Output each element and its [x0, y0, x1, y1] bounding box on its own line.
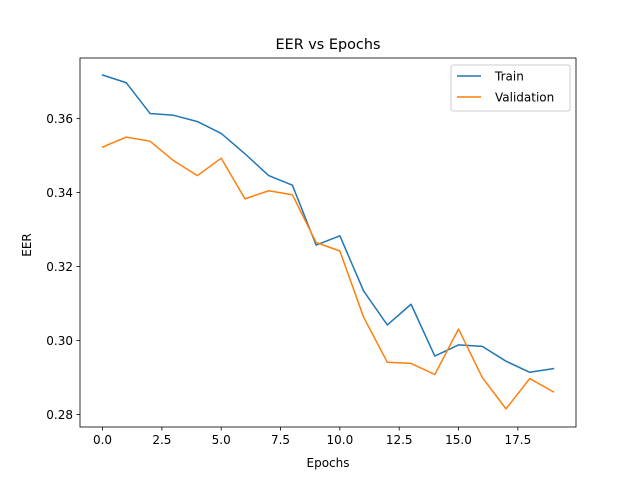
x-tick-label: 2.5	[152, 433, 171, 447]
chart-title: EER vs Epochs	[276, 37, 381, 53]
x-tick-label: 5.0	[212, 433, 231, 447]
x-tick-label: 0.0	[93, 433, 112, 447]
legend-label-validation: Validation	[495, 91, 554, 105]
x-tick-label: 15.0	[445, 433, 472, 447]
y-tick-label: 0.32	[46, 260, 73, 274]
series-line-train	[101, 74, 555, 374]
legend: Train Validation	[450, 64, 571, 112]
axes-frame	[79, 57, 577, 428]
x-tick-label: 12.5	[386, 433, 413, 447]
y-axis-ticks: 0.28 0.30 0.32 0.34 0.36	[46, 112, 80, 422]
y-tick-label: 0.34	[46, 186, 73, 200]
x-tick-label: 10.0	[327, 433, 354, 447]
series-group	[101, 74, 555, 410]
x-axis-ticks: 0.0 2.5 5.0 7.5 10.0 12.5 15.0 17.5	[93, 427, 531, 447]
y-tick-label: 0.30	[46, 334, 73, 348]
y-tick-label: 0.28	[46, 408, 73, 422]
legend-label-train: Train	[494, 70, 524, 84]
x-axis-label: Epochs	[307, 456, 350, 470]
y-tick-label: 0.36	[46, 112, 73, 126]
x-tick-label: 7.5	[271, 433, 290, 447]
series-line-validation	[101, 136, 555, 410]
x-tick-label: 17.5	[504, 433, 531, 447]
y-axis-label: EER	[20, 233, 34, 257]
